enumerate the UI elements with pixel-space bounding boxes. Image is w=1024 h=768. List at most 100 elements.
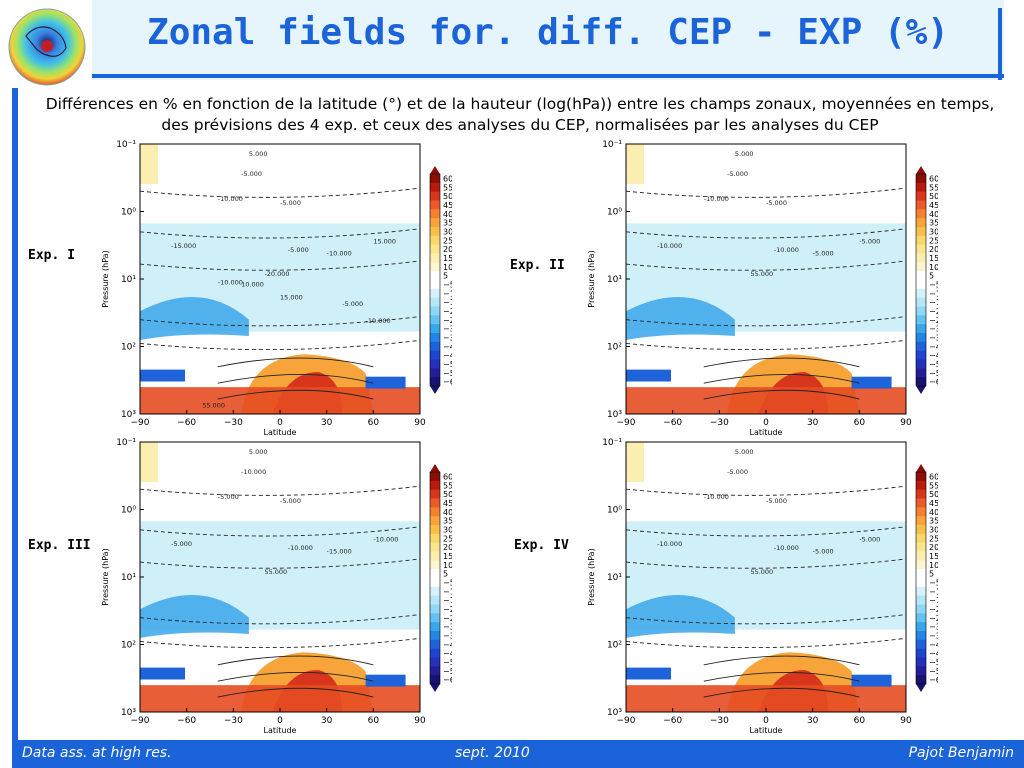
contour-label: -5.000: [342, 300, 363, 308]
colorbar-tick-label: 25: [929, 534, 938, 543]
dashed-contour: [625, 614, 907, 625]
colorbar-tick-label: −50: [929, 360, 938, 369]
colorbar-swatch: [430, 235, 440, 246]
colorbar-tick-label: −5: [929, 280, 938, 289]
y-tick-label: 10⁻¹: [116, 438, 136, 448]
colorbar-swatch: [430, 377, 440, 387]
y-tick-label: 10²: [607, 343, 622, 353]
colorbar-swatch: [430, 315, 440, 325]
colorbar-tick-label: −5: [443, 280, 452, 289]
colorbar-tick-label: 55: [929, 183, 938, 192]
footer-left-text: Data ass. at high res.: [22, 745, 172, 761]
colorbar-tick-label: −10: [929, 289, 938, 298]
colorbar-tick-label: −10: [929, 587, 938, 596]
colorbar-tick-label: 5: [443, 570, 448, 579]
colorbar-swatch: [916, 657, 926, 667]
contour-label: 15.000: [373, 238, 396, 246]
colorbar-tick-label: 10: [929, 263, 938, 272]
chart-exp-1: 5.000 -5.000 -10.000 -5.000 15.000 -15.000 -5.…: [101, 140, 452, 436]
contour-label: -10.000: [218, 195, 243, 203]
x-tick-label: 60: [854, 418, 866, 428]
dashed-contour: [625, 187, 907, 198]
colorbar-swatch: [916, 533, 926, 544]
negative-field-nh-surface: [365, 376, 406, 389]
chart-exp-3: 5.000 -10.000 -5.000 -5.000 -10.000 -5.000 -10…: [101, 438, 452, 734]
contour-label: -5.000: [241, 170, 262, 178]
colorbar-swatch: [916, 253, 926, 263]
x-axis-label: Latitude: [750, 726, 783, 734]
colorbar-tick-label: −40: [443, 342, 452, 351]
colorbar-swatch: [430, 498, 440, 508]
contour-label: -5.000: [727, 170, 748, 178]
colorbar-swatch: [916, 578, 926, 588]
colorbar-swatch: [916, 525, 926, 535]
colorbar-swatch: [430, 631, 440, 641]
page-title: Zonal fields for. diff. CEP - EXP (%): [147, 12, 949, 53]
colorbar-tick-label: 45: [929, 201, 938, 210]
colorbar-swatch: [916, 280, 926, 290]
x-tick-label: 0: [763, 418, 769, 428]
colorbar-swatch: [430, 516, 440, 526]
colorbar-tick-label: −55: [443, 369, 452, 378]
contour-label: -5.000: [766, 199, 787, 207]
colorbar-tick-label: 25: [443, 534, 452, 543]
contour-label: -5.000: [280, 199, 301, 207]
colorbar-swatch: [916, 472, 926, 482]
colorbar-swatch: [916, 297, 926, 307]
title-divider: [998, 8, 1002, 80]
colorbar-swatch: [430, 622, 440, 632]
left-accent-bar: [12, 88, 18, 740]
colorbar-swatch: [916, 639, 926, 650]
colorbar-tick-label: 60: [929, 174, 938, 183]
positive-field-surface: [626, 387, 906, 414]
colorbar-tick-label: −30: [443, 623, 452, 632]
x-tick-label: −90: [617, 418, 636, 428]
colorbar-swatch: [916, 244, 926, 254]
colorbar-swatch: [916, 262, 926, 272]
colorbar-swatch: [430, 639, 440, 650]
chart-exp-4: 5.000 -5.000 -10.000 -5.000 -5.000 -10.000 -10…: [587, 438, 938, 734]
colorbar-swatch: [430, 253, 440, 263]
colorbar-swatch: [430, 200, 440, 210]
dashed-contour: [625, 260, 907, 271]
x-tick-label: −90: [131, 418, 150, 428]
colorbar-tick-label: −45: [443, 351, 452, 360]
colorbar-swatch: [916, 359, 926, 369]
x-axis-label: Latitude: [264, 428, 297, 436]
colorbar-tick-label: 45: [443, 499, 452, 508]
colorbar-swatch: [916, 306, 926, 316]
colorbar-tick-label: 15: [929, 552, 938, 561]
colorbar-swatch: [916, 191, 926, 201]
colorbar-swatch: [430, 209, 440, 219]
footer-right-text: Pajot Benjamin: [908, 745, 1014, 761]
colorbar-swatch: [430, 613, 440, 623]
colorbar-swatch: [430, 578, 440, 588]
colorbar-tick-label: 5: [929, 570, 934, 579]
colorbar-tick-label: 20: [929, 543, 938, 552]
colorbar-swatch: [430, 244, 440, 254]
colorbar-tick-label: −15: [929, 298, 938, 307]
contour-label: 5.000: [249, 448, 268, 456]
dashed-contour: [139, 187, 421, 198]
colorbar-tick-label: 40: [929, 210, 938, 219]
page-subtitle: Différences en % en fonction de la latit…: [45, 95, 995, 134]
colorbar-tick-label: 15: [929, 254, 938, 263]
colorbar-tick-label: −15: [929, 596, 938, 605]
y-tick-label: 10¹: [607, 573, 622, 583]
negative-field-nh-surface: [365, 674, 406, 687]
x-tick-label: 90: [900, 716, 912, 726]
colorbar-swatch: [916, 271, 926, 281]
colorbar-tick-label: −20: [929, 307, 938, 316]
dashed-contour: [139, 614, 421, 625]
colorbar-swatch: [430, 586, 440, 597]
colorbar-swatch: [916, 498, 926, 508]
colorbar-swatch: [916, 507, 926, 517]
dashed-contour: [139, 316, 421, 327]
colorbar-tick-label: 15: [443, 552, 452, 561]
exp-label-2: Exp. II: [510, 258, 565, 273]
colorbar-tick-label: 35: [443, 219, 452, 228]
colorbar-tick-label: −25: [929, 614, 938, 623]
dashed-contour: [139, 485, 421, 496]
colorbar-tick-label: −20: [929, 605, 938, 614]
colorbar-frame: [429, 471, 441, 685]
